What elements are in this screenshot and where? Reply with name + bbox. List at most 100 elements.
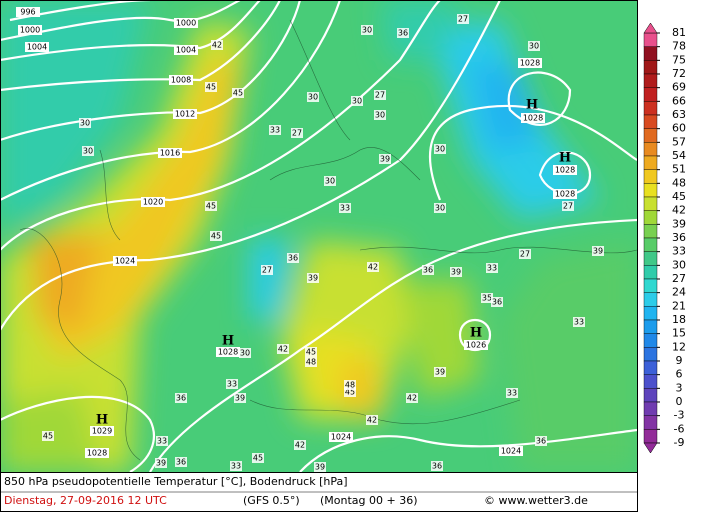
pressure-label-box — [464, 340, 488, 350]
temperature-label-box — [339, 203, 351, 213]
temperature-label: 36 — [176, 458, 186, 467]
legend-color-band — [643, 251, 658, 266]
color-legend: 8178757269666360575451484542393633302724… — [643, 22, 686, 454]
temperature-label: 36 — [492, 298, 502, 307]
temperature-label-box — [422, 265, 434, 275]
legend-color-band — [643, 319, 658, 334]
temperature-label-box — [344, 380, 356, 390]
pressure-label-box — [174, 18, 198, 28]
temperature-label: 33 — [507, 389, 517, 398]
legend-color-band — [643, 429, 658, 444]
legend-tick-label: 27 — [672, 272, 686, 285]
temperature-label-box — [269, 125, 281, 135]
temperature-label: 39 — [593, 247, 603, 256]
legend-color-band — [643, 73, 658, 88]
legend-color-band — [643, 374, 658, 389]
temperature-label: 42 — [367, 416, 377, 425]
legend-tick-label: 57 — [672, 135, 686, 148]
temperature-label-box — [211, 40, 223, 50]
pressure-label-box — [329, 432, 353, 442]
pressure-label-box — [16, 7, 40, 17]
temperature-label-box — [175, 393, 187, 403]
legend-tick-label: 81 — [672, 26, 686, 39]
temperature-label-box — [351, 96, 363, 106]
footer-date: Dienstag, 27-09-2016 12 UTC — [4, 494, 167, 507]
legend-color-band — [643, 415, 658, 430]
pressure-label: 1029 — [92, 427, 112, 436]
footer-title: 850 hPa pseudopotentielle Temperatur [°C… — [4, 475, 348, 488]
temperature-label-box — [210, 231, 222, 241]
temperature-label: 27 — [375, 91, 385, 100]
high-pressure-marker: H — [96, 413, 108, 428]
temperature-label-box — [450, 267, 462, 277]
map-field: 996 1000 1004 1000 1004 1008 1012 1016 1020 1024 1… — [0, 0, 637, 472]
legend-color-band — [643, 401, 658, 416]
pressure-label: 1000 — [20, 26, 40, 35]
temperature-label: 36 — [288, 254, 298, 263]
legend-color-band — [643, 237, 658, 252]
temperature-label-box — [528, 41, 540, 51]
pressure-label: 1028 — [555, 190, 575, 199]
temperature-label: 27 — [292, 129, 302, 138]
pressure-label-box — [216, 347, 240, 357]
pressure-label-box — [553, 165, 577, 175]
pressure-label: 996 — [20, 8, 35, 17]
legend-tick-label: 18 — [672, 313, 686, 326]
legend-tick-label: 72 — [672, 67, 686, 80]
temperature-label-box — [307, 273, 319, 283]
pressure-label-box — [521, 113, 545, 123]
pressure-label: 1016 — [160, 149, 180, 158]
temperature-label-box — [573, 317, 585, 327]
temperature-label-box — [434, 144, 446, 154]
temperature-label: 36 — [432, 462, 442, 471]
pressure-label-box — [18, 25, 42, 35]
temperature-label-box — [486, 263, 498, 273]
legend-tick-label: 54 — [672, 149, 686, 162]
temperature-label: 30 — [83, 147, 93, 156]
temperature-label: 39 — [451, 268, 461, 277]
legend-tick-label: 15 — [672, 327, 686, 340]
temperature-label: 45 — [253, 454, 263, 463]
legend-tick-label: 39 — [672, 217, 686, 230]
pressure-label: 1026 — [466, 341, 486, 350]
high-pressure-marker: H — [222, 334, 234, 349]
temperature-label-box — [305, 357, 317, 367]
temperature-label-box — [82, 146, 94, 156]
temperature-label: 30 — [362, 26, 372, 35]
temperature-label-box — [287, 253, 299, 263]
legend-tick-label: 30 — [672, 258, 686, 271]
temperature-label-box — [277, 344, 289, 354]
temperature-label: 42 — [368, 263, 378, 272]
temperature-label-box — [406, 393, 418, 403]
pressure-label: 1028 — [218, 348, 238, 357]
pressure-label: 1028 — [555, 166, 575, 175]
pressure-label-box — [518, 58, 542, 68]
legend-tick-label: 63 — [672, 108, 686, 121]
legend-color-band — [643, 142, 658, 157]
temperature-label: 30 — [80, 119, 90, 128]
legend-color-band — [643, 196, 658, 211]
pressure-label: 1024 — [331, 433, 351, 442]
temperature-label-box — [457, 14, 469, 24]
temperature-label: 33 — [157, 437, 167, 446]
temperature-label: 33 — [340, 204, 350, 213]
legend-color-band — [643, 333, 658, 348]
legend-color-band — [643, 183, 658, 198]
temperature-label-box — [397, 28, 409, 38]
temperature-label-box — [291, 128, 303, 138]
legend-color-band — [643, 210, 658, 225]
temperature-label: 48 — [345, 381, 355, 390]
pressure-label: 1024 — [501, 447, 521, 456]
temperature-label-box — [42, 431, 54, 441]
temperature-label: 42 — [212, 41, 222, 50]
temperature-label: 30 — [435, 204, 445, 213]
temperature-label-box — [434, 203, 446, 213]
temperature-label-box — [344, 387, 356, 397]
legend-color-band — [643, 224, 658, 239]
pressure-label-box — [158, 148, 182, 158]
temperature-label-box — [491, 297, 503, 307]
legend-tick-label: 51 — [672, 163, 686, 176]
temperature-label-box — [434, 367, 446, 377]
temperature-label: 36 — [176, 394, 186, 403]
